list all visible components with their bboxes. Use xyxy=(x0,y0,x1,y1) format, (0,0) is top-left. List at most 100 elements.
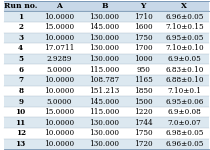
Text: Y: Y xyxy=(140,2,146,10)
Bar xyxy=(159,139,209,149)
Text: 1000: 1000 xyxy=(134,55,152,63)
Text: 12: 12 xyxy=(16,129,26,137)
Bar xyxy=(159,107,209,117)
Text: 1750: 1750 xyxy=(134,34,152,42)
Text: 7: 7 xyxy=(18,76,23,84)
Text: 10.0000: 10.0000 xyxy=(44,13,75,21)
Text: 7.10±0.15: 7.10±0.15 xyxy=(165,23,204,31)
Bar xyxy=(127,117,159,128)
Bar xyxy=(127,86,159,96)
Bar xyxy=(4,64,37,75)
Bar xyxy=(82,43,127,54)
Text: 17.0711: 17.0711 xyxy=(44,44,75,52)
Text: 130.000: 130.000 xyxy=(89,44,119,52)
Bar xyxy=(159,54,209,64)
Bar xyxy=(82,96,127,107)
Text: 130.000: 130.000 xyxy=(89,140,119,148)
Bar xyxy=(4,11,37,22)
Bar xyxy=(37,22,82,33)
Text: 2: 2 xyxy=(18,23,23,31)
Bar xyxy=(82,128,127,139)
Bar xyxy=(37,86,82,96)
Bar xyxy=(82,22,127,33)
Text: 7.10±0.10: 7.10±0.10 xyxy=(165,44,204,52)
Text: 1: 1 xyxy=(18,13,23,21)
Bar xyxy=(82,117,127,128)
Bar xyxy=(37,43,82,54)
Text: 6.9±0.05: 6.9±0.05 xyxy=(167,55,201,63)
Bar xyxy=(4,96,37,107)
Bar xyxy=(82,1,127,11)
Bar xyxy=(127,96,159,107)
Bar xyxy=(127,11,159,22)
Text: 10.0000: 10.0000 xyxy=(44,87,75,95)
Text: 1700: 1700 xyxy=(134,44,152,52)
Text: 6.95±0.05: 6.95±0.05 xyxy=(165,34,203,42)
Text: 145.000: 145.000 xyxy=(89,23,119,31)
Text: X: X xyxy=(181,2,187,10)
Bar xyxy=(37,139,82,149)
Bar xyxy=(37,11,82,22)
Bar xyxy=(82,86,127,96)
Bar xyxy=(37,54,82,64)
Bar xyxy=(159,1,209,11)
Bar xyxy=(127,128,159,139)
Text: B: B xyxy=(101,2,108,10)
Text: 3: 3 xyxy=(18,34,23,42)
Text: 950: 950 xyxy=(136,66,150,74)
Bar xyxy=(4,33,37,43)
Bar xyxy=(37,1,82,11)
Text: 108.787: 108.787 xyxy=(89,76,119,84)
Bar xyxy=(4,75,37,86)
Text: 6.98±0.05: 6.98±0.05 xyxy=(165,129,203,137)
Text: 11: 11 xyxy=(16,119,26,127)
Text: 10.0000: 10.0000 xyxy=(44,34,75,42)
Text: A: A xyxy=(56,2,62,10)
Bar xyxy=(159,33,209,43)
Text: 10.0000: 10.0000 xyxy=(44,129,75,137)
Bar xyxy=(37,64,82,75)
Bar xyxy=(82,54,127,64)
Text: 7.10±0.1: 7.10±0.1 xyxy=(167,87,201,95)
Bar xyxy=(37,107,82,117)
Bar xyxy=(4,22,37,33)
Text: 1720: 1720 xyxy=(134,140,152,148)
Bar xyxy=(82,33,127,43)
Text: 6.88±0.10: 6.88±0.10 xyxy=(165,76,203,84)
Text: 151.213: 151.213 xyxy=(89,87,119,95)
Text: 2.9289: 2.9289 xyxy=(47,55,72,63)
Text: 8: 8 xyxy=(18,87,23,95)
Text: 1500: 1500 xyxy=(134,98,152,106)
Bar xyxy=(4,1,37,11)
Bar xyxy=(127,107,159,117)
Bar xyxy=(127,33,159,43)
Text: 130.000: 130.000 xyxy=(89,129,119,137)
Bar xyxy=(159,86,209,96)
Bar xyxy=(159,117,209,128)
Bar xyxy=(4,107,37,117)
Bar xyxy=(127,54,159,64)
Bar xyxy=(82,107,127,117)
Text: 5.0000: 5.0000 xyxy=(47,66,72,74)
Text: 10.0000: 10.0000 xyxy=(44,76,75,84)
Text: 10: 10 xyxy=(16,108,26,116)
Text: 130.000: 130.000 xyxy=(89,55,119,63)
Text: 115.000: 115.000 xyxy=(89,66,119,74)
Bar xyxy=(159,75,209,86)
Text: 6.96±0.05: 6.96±0.05 xyxy=(165,140,203,148)
Text: 130.000: 130.000 xyxy=(89,34,119,42)
Bar xyxy=(4,43,37,54)
Text: 1710: 1710 xyxy=(134,13,152,21)
Bar xyxy=(127,64,159,75)
Text: 5.0000: 5.0000 xyxy=(47,98,72,106)
Bar xyxy=(159,22,209,33)
Text: 6.9±0.08: 6.9±0.08 xyxy=(167,108,201,116)
Bar xyxy=(127,22,159,33)
Text: 10.0000: 10.0000 xyxy=(44,140,75,148)
Text: 7.0±0.07: 7.0±0.07 xyxy=(167,119,201,127)
Bar xyxy=(4,54,37,64)
Bar xyxy=(82,64,127,75)
Bar xyxy=(37,75,82,86)
Bar xyxy=(4,128,37,139)
Text: 6.83±0.10: 6.83±0.10 xyxy=(165,66,203,74)
